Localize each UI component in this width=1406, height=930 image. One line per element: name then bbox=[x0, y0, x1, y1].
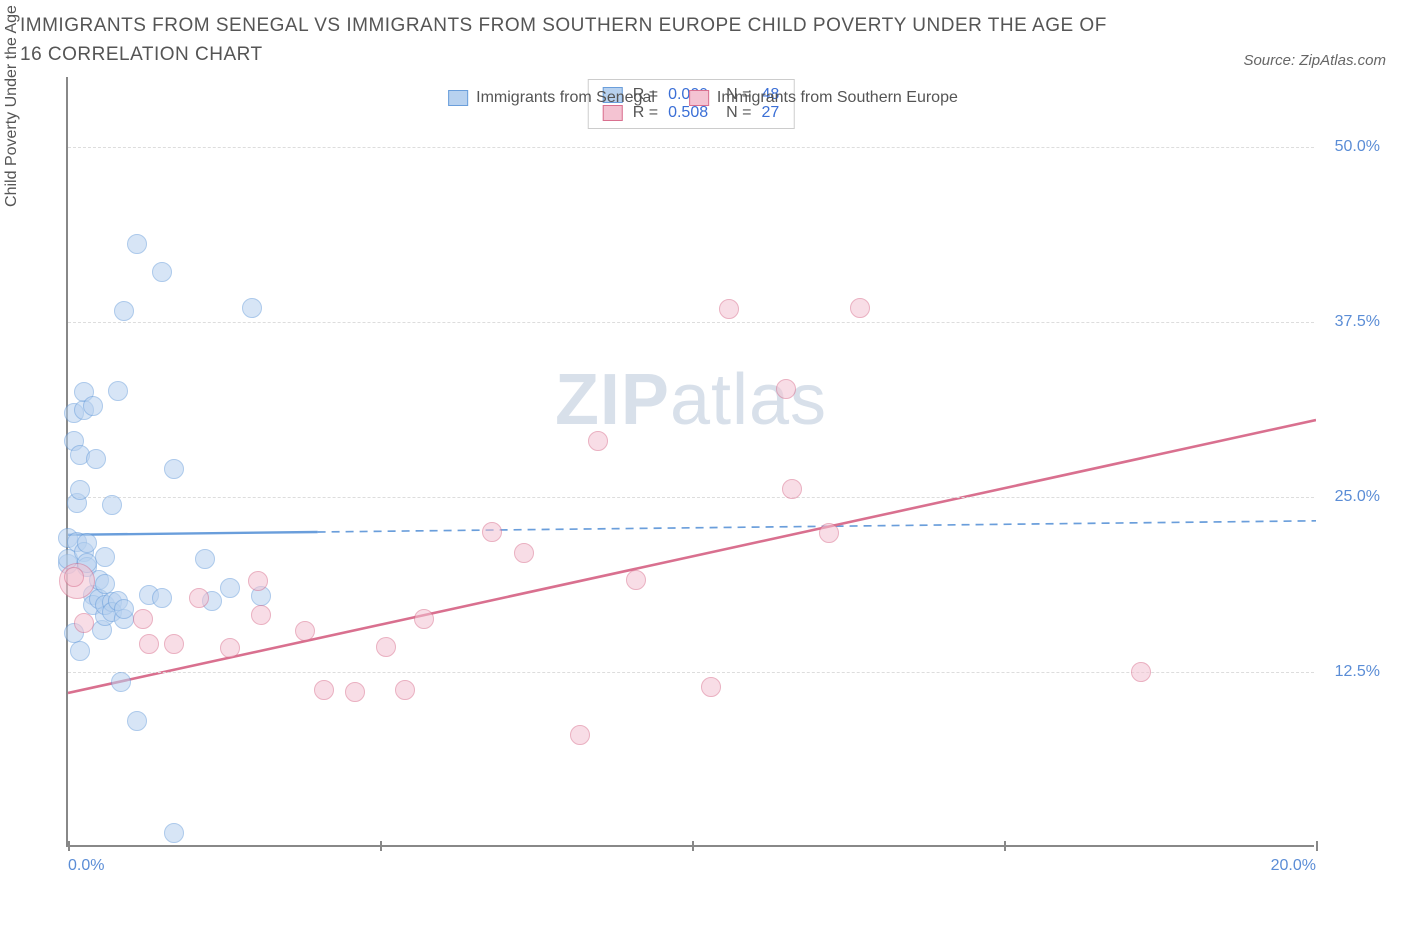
x-tick bbox=[1316, 841, 1318, 851]
scatter-point bbox=[719, 299, 739, 319]
gridline-h bbox=[68, 497, 1314, 498]
legend-item: Immigrants from Southern Europe bbox=[689, 89, 958, 107]
legend-series: Immigrants from Senegal Immigrants from S… bbox=[448, 89, 958, 107]
scatter-point bbox=[108, 381, 128, 401]
scatter-point bbox=[86, 449, 106, 469]
gridline-h bbox=[68, 672, 1314, 673]
scatter-point bbox=[482, 522, 502, 542]
scatter-point bbox=[220, 638, 240, 658]
scatter-point bbox=[74, 613, 94, 633]
scatter-point bbox=[189, 588, 209, 608]
scatter-point bbox=[133, 609, 153, 629]
scatter-point bbox=[77, 533, 97, 553]
scatter-point bbox=[1131, 662, 1151, 682]
legend-item: Immigrants from Senegal bbox=[448, 89, 655, 107]
scatter-point bbox=[345, 682, 365, 702]
scatter-point bbox=[83, 396, 103, 416]
scatter-point bbox=[570, 725, 590, 745]
scatter-point bbox=[414, 609, 434, 629]
x-tick bbox=[1004, 841, 1006, 851]
scatter-point bbox=[626, 570, 646, 590]
scatter-point bbox=[850, 298, 870, 318]
scatter-point bbox=[514, 543, 534, 563]
x-tick-label: 0.0% bbox=[68, 857, 104, 875]
scatter-point bbox=[114, 599, 134, 619]
scatter-point bbox=[248, 571, 268, 591]
scatter-point bbox=[152, 262, 172, 282]
gridline-h bbox=[68, 322, 1314, 323]
scatter-point bbox=[242, 298, 262, 318]
scatter-point bbox=[220, 578, 240, 598]
scatter-point bbox=[395, 680, 415, 700]
scatter-point bbox=[164, 634, 184, 654]
trend-lines bbox=[68, 77, 1316, 847]
scatter-point bbox=[819, 523, 839, 543]
plot-region: ZIPatlas R = 0.009N = 48R = 0.508N = 27 … bbox=[66, 77, 1314, 847]
scatter-point bbox=[127, 234, 147, 254]
y-tick-label: 25.0% bbox=[1335, 488, 1380, 506]
scatter-point bbox=[164, 823, 184, 843]
y-tick-label: 37.5% bbox=[1335, 313, 1380, 331]
scatter-point bbox=[164, 459, 184, 479]
scatter-point bbox=[782, 479, 802, 499]
scatter-point bbox=[376, 637, 396, 657]
scatter-point bbox=[64, 567, 84, 587]
scatter-point bbox=[111, 672, 131, 692]
watermark: ZIPatlas bbox=[555, 359, 827, 441]
scatter-point bbox=[314, 680, 334, 700]
scatter-point bbox=[701, 677, 721, 697]
y-axis-label: Child Poverty Under the Age of 16 bbox=[3, 0, 21, 207]
gridline-h bbox=[68, 147, 1314, 148]
scatter-point bbox=[152, 588, 172, 608]
scatter-point bbox=[139, 634, 159, 654]
x-tick bbox=[692, 841, 694, 851]
scatter-point bbox=[70, 480, 90, 500]
x-tick-label: 20.0% bbox=[1271, 857, 1316, 875]
y-tick-label: 50.0% bbox=[1335, 138, 1380, 156]
x-tick bbox=[68, 841, 70, 851]
scatter-point bbox=[295, 621, 315, 641]
scatter-point bbox=[102, 495, 122, 515]
chart-title: IMMIGRANTS FROM SENEGAL VS IMMIGRANTS FR… bbox=[20, 12, 1120, 69]
scatter-point bbox=[95, 547, 115, 567]
scatter-point bbox=[70, 641, 90, 661]
scatter-point bbox=[195, 549, 215, 569]
source-label: Source: ZipAtlas.com bbox=[1243, 52, 1386, 69]
scatter-point bbox=[776, 379, 796, 399]
scatter-point bbox=[251, 605, 271, 625]
scatter-point bbox=[127, 711, 147, 731]
scatter-point bbox=[114, 301, 134, 321]
scatter-point bbox=[588, 431, 608, 451]
y-tick-label: 12.5% bbox=[1335, 663, 1380, 681]
x-tick bbox=[380, 841, 382, 851]
